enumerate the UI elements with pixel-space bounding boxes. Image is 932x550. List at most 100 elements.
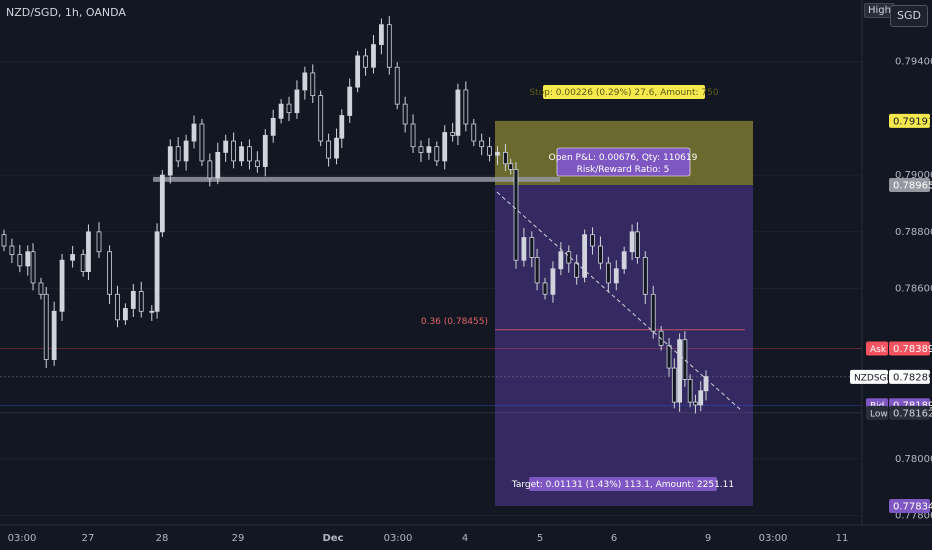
currency-button[interactable]: SGD	[890, 5, 928, 27]
target-label: Target: 0.01131 (1.43%) 113.1, Amount: 2…	[511, 477, 734, 491]
take-profit-zone[interactable]	[495, 185, 753, 506]
candle-body	[590, 234, 595, 247]
candle-body	[558, 251, 564, 270]
stop-price-text: 0.79191	[893, 116, 932, 127]
candle-body	[9, 245, 15, 255]
pnl-label-line1: Open P&L: 0.00676, Qty: 110619	[549, 153, 698, 163]
candle-body	[418, 146, 424, 153]
candle-body	[698, 390, 704, 406]
candle-body	[513, 169, 519, 261]
candle-body	[326, 140, 332, 159]
candle-body	[191, 123, 197, 142]
candle-body	[25, 251, 31, 267]
candle-body	[294, 89, 300, 114]
candle-body	[175, 146, 181, 162]
candle-body	[463, 89, 469, 125]
time-tick-label: 03:00	[8, 533, 37, 544]
time-tick-label: 28	[156, 533, 169, 544]
candle-body	[215, 151, 221, 179]
candle-body	[254, 160, 260, 167]
candle-body	[455, 89, 461, 136]
candle-body	[86, 231, 91, 272]
time-tick-label: 4	[462, 533, 468, 544]
candle-body	[70, 254, 76, 261]
candle-body	[154, 231, 160, 312]
candle-body	[130, 291, 136, 309]
entry-price-text: 0.78965	[893, 181, 932, 192]
symbol-label: NZDSGD	[854, 373, 894, 383]
candle-body	[471, 123, 477, 142]
candle-body	[479, 140, 485, 148]
candle-body	[159, 174, 165, 233]
candle-body	[347, 86, 353, 116]
candle-body	[355, 55, 361, 88]
grid-lines	[0, 61, 862, 517]
time-tick-label: 03:00	[759, 533, 788, 544]
candle-body	[394, 66, 400, 105]
time-tick-label: 6	[611, 533, 617, 544]
symbol-title[interactable]: NZD/SGD, 1h, OANDA	[6, 6, 126, 19]
candle-body	[495, 151, 500, 156]
candle-body	[38, 282, 44, 295]
candle-body	[96, 231, 102, 253]
candle-body	[442, 132, 448, 162]
low-label: Low	[870, 409, 888, 419]
time-tick-label: 03:00	[384, 533, 413, 544]
target-price-text: 0.77834	[893, 501, 932, 512]
candle-body	[529, 237, 535, 258]
candle-body	[642, 256, 648, 295]
candle-body	[247, 146, 252, 162]
time-axis[interactable]: 03:00 27 28 29 Dec 03:00 4 5 6 9 03:00 11	[8, 533, 849, 544]
candle-body	[339, 115, 345, 139]
stop-label: Stop: 0.00226 (0.29%) 27.6, Amount: 750	[529, 85, 719, 99]
candle-body	[270, 117, 276, 136]
candle-body	[450, 132, 456, 136]
candle-body	[386, 24, 392, 68]
candle-body	[434, 146, 440, 162]
candle-body	[207, 160, 213, 179]
last-price-text: 0.78289	[893, 372, 932, 383]
high-tag: High	[864, 3, 895, 18]
candle-body	[115, 293, 120, 321]
candle-body	[426, 146, 432, 153]
time-tick-label: Dec	[322, 533, 343, 544]
candle-body	[122, 308, 128, 321]
candle-body	[534, 256, 540, 284]
candle-body	[613, 268, 619, 284]
candle-body	[550, 268, 556, 295]
candle-body	[598, 245, 603, 264]
candle-body	[574, 262, 580, 278]
candle-body	[503, 151, 508, 165]
low-price-text: 0.78162	[893, 408, 932, 419]
candle-body	[149, 310, 155, 313]
candle-body	[310, 72, 316, 97]
candlestick-series	[1, 16, 709, 414]
candle-body	[666, 344, 672, 369]
candle-body	[59, 259, 65, 312]
ask-badge: Ask 0.78389	[866, 341, 932, 356]
candle-body	[582, 234, 588, 278]
entry-price-badge: 0.78965	[889, 178, 932, 193]
candle-body	[43, 293, 49, 360]
stop-label-text: Stop: 0.00226 (0.29%) 27.6, Amount: 750	[529, 88, 718, 98]
trend-line[interactable]	[496, 191, 742, 411]
candle-body	[107, 251, 112, 295]
candle-body	[183, 140, 189, 162]
candle-body	[671, 367, 677, 403]
time-tick-label: 5	[537, 533, 543, 544]
candle-body	[650, 293, 656, 332]
candle-body	[30, 251, 36, 284]
candle-body	[693, 401, 698, 406]
time-tick-label: 27	[82, 533, 95, 544]
last-price-badge: NZDSGD 0.78289	[850, 369, 932, 384]
stop-price-badge: 0.79191	[889, 113, 932, 128]
candle-body	[410, 123, 416, 148]
candle-body	[17, 254, 23, 267]
